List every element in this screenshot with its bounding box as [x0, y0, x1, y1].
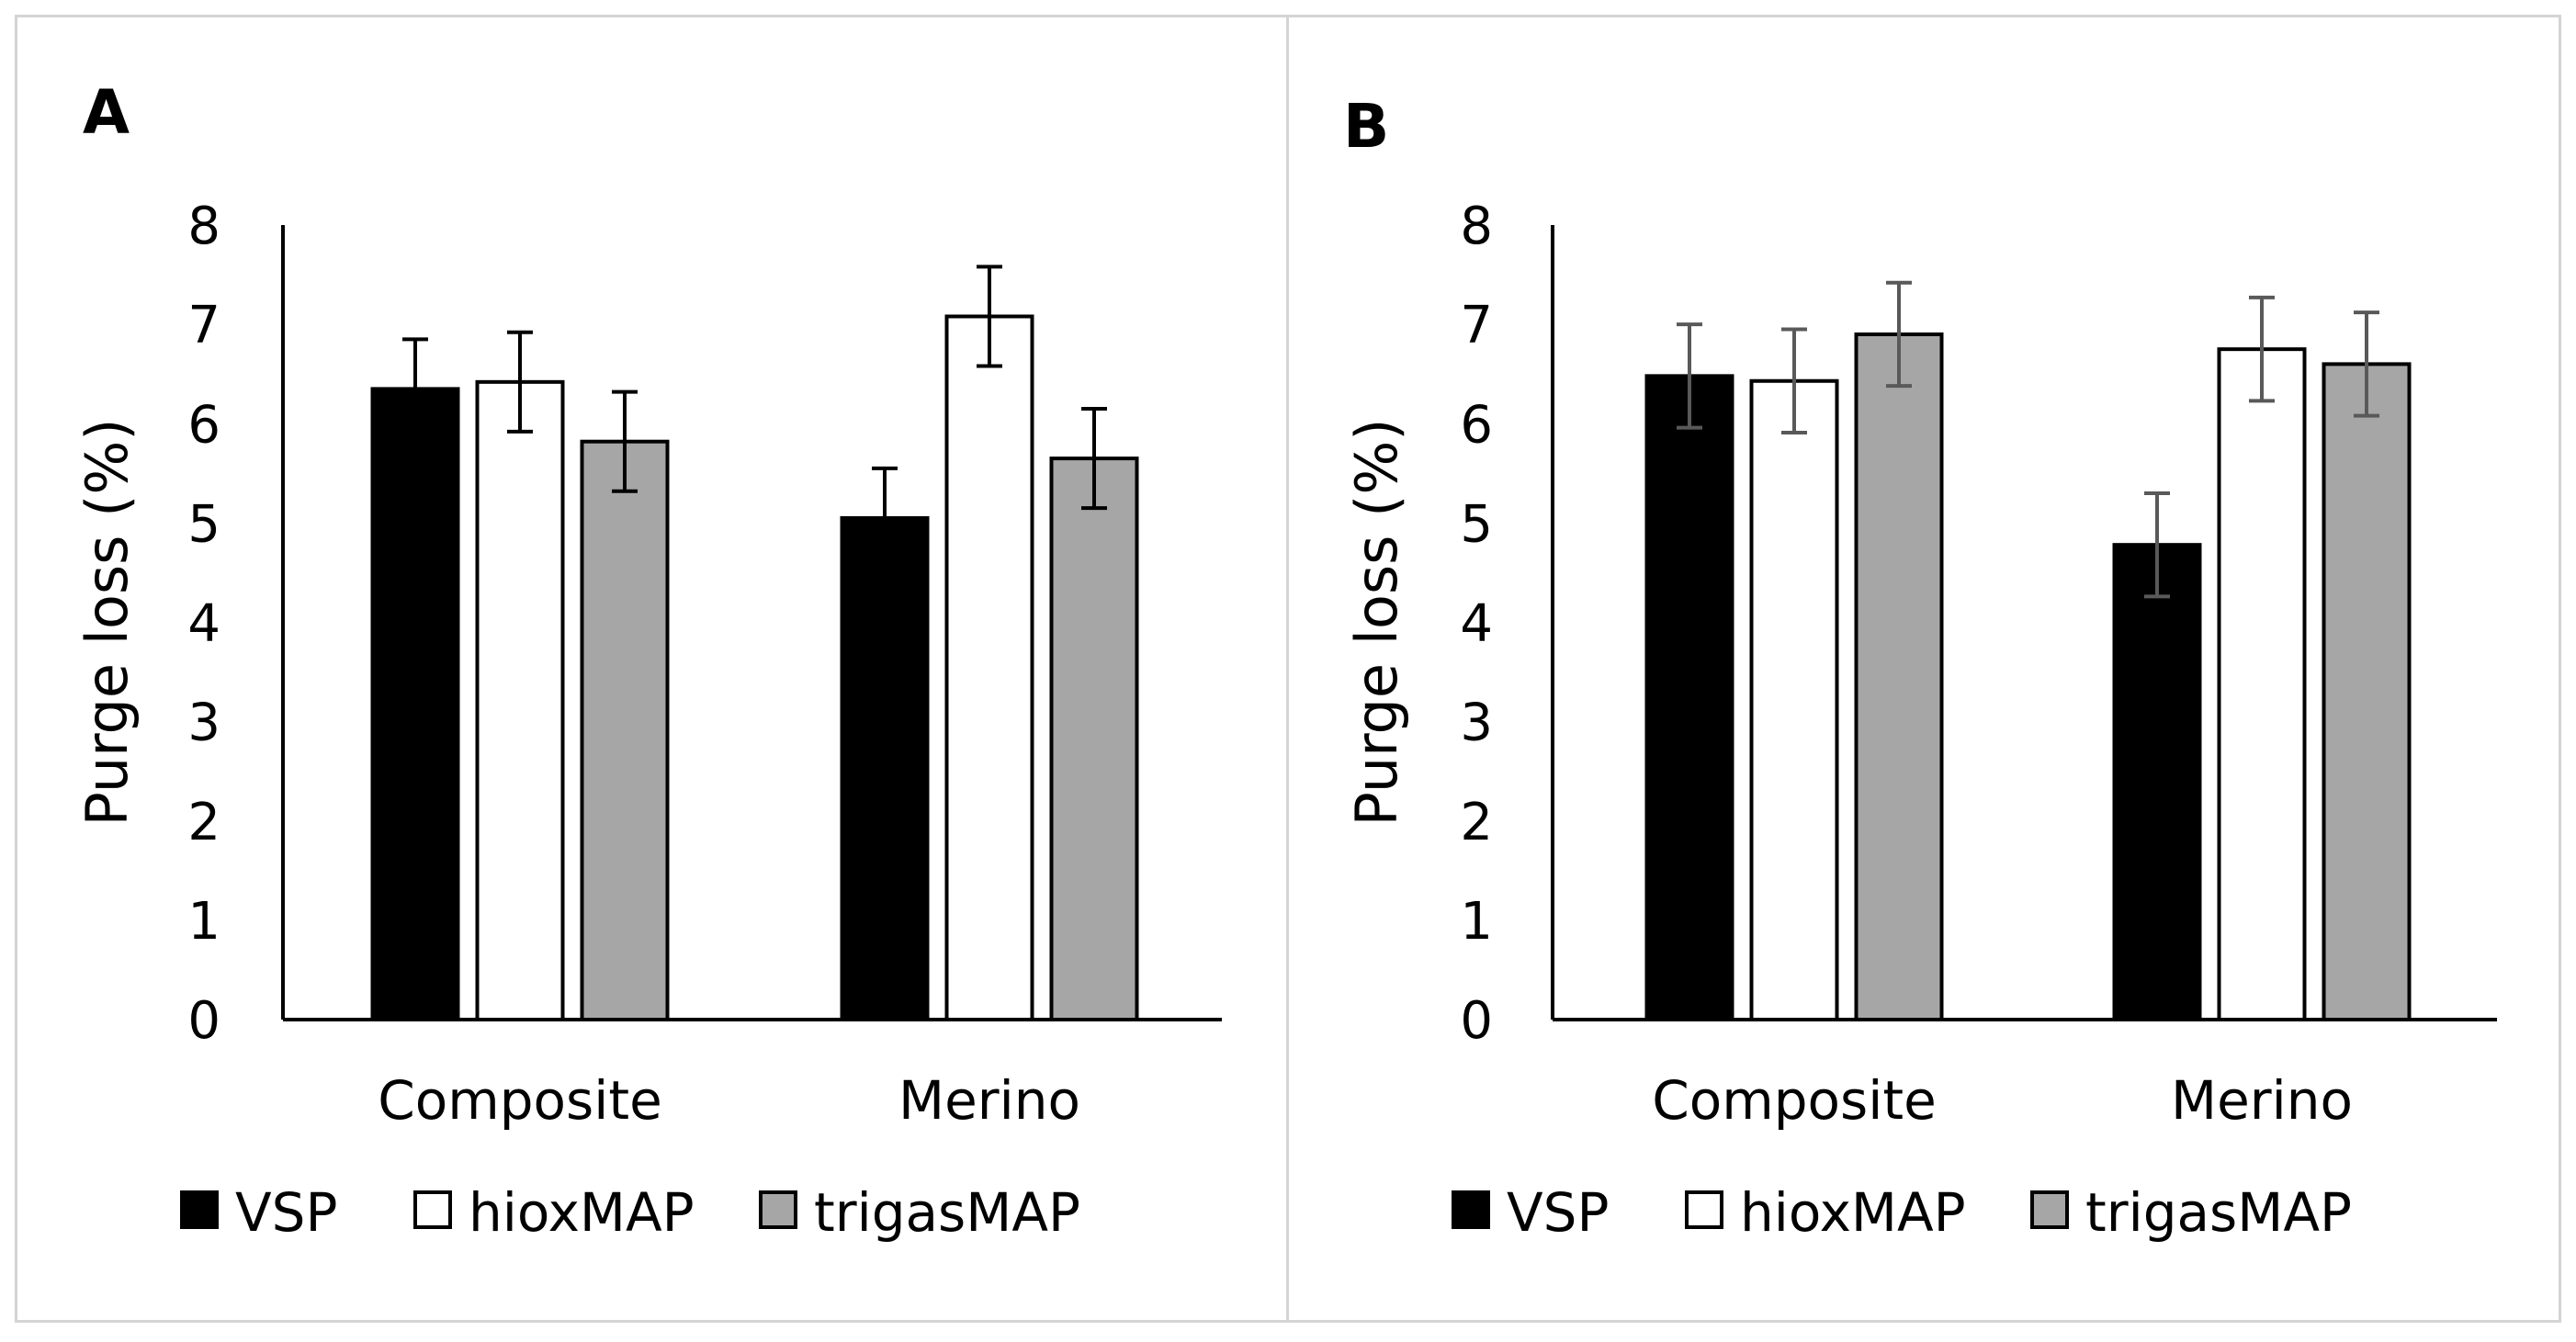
panel-b-bar-trigasmap-merino [2322, 362, 2412, 1021]
panel-b-bar-vsp-composite [1644, 374, 1734, 1022]
panel-a-y-tick-label: 8 [187, 197, 220, 256]
panel-a-y-tick-label: 5 [187, 494, 220, 554]
panel-b-y-tick-label: 3 [1460, 694, 1493, 753]
panel-a-y-tick-label: 3 [187, 694, 220, 753]
panel-a-legend-swatch-vsp [180, 1190, 219, 1229]
panel-b-y-tick-label: 8 [1460, 197, 1493, 256]
panel-a-y-tick-label: 6 [187, 395, 220, 455]
panel-a-y-tick-label: 2 [187, 793, 220, 852]
panel-b-y-tick-label: 7 [1460, 296, 1493, 355]
panel-b-category-label-merino: Merino [2171, 1069, 2353, 1132]
panel-a-bar-vsp-composite [370, 387, 460, 1021]
panel-b-legend-label-trigasmap: trigasMAP [2085, 1181, 2352, 1244]
panel-a-bar-vsp-merino [840, 515, 930, 1021]
panel-b-y-tick-label: 1 [1460, 892, 1493, 952]
panel-a-y-tick-label: 7 [187, 296, 220, 355]
panel-a-legend-label-hioxmap: hioxMAP [469, 1181, 695, 1244]
panel-b-category-label-composite: Composite [1652, 1069, 1937, 1132]
panel-a-legend-label-trigasmap: trigasMAP [814, 1181, 1080, 1244]
panel-a-bar-trigasmap-composite [580, 439, 670, 1021]
panel-a-bar-trigasmap-merino [1049, 457, 1139, 1021]
panel-b-letter: B [1343, 91, 1389, 162]
panel-a-category-label-composite: Composite [378, 1069, 662, 1132]
panel-b-legend-swatch-trigasmap [2030, 1190, 2069, 1229]
panel-a-y-tick-label: 1 [187, 892, 220, 952]
panel-b-legend-swatch-hioxmap [1685, 1190, 1723, 1229]
panel-b-bar-trigasmap-composite [1854, 332, 1944, 1021]
panel-a-letter: A [83, 77, 130, 148]
panel-b-y-tick-label: 2 [1460, 793, 1493, 852]
panel-b-legend-label-hioxmap: hioxMAP [1740, 1181, 1966, 1244]
panel-a-y-axis-label: Purge loss (%) [73, 419, 141, 827]
panel-b-y-tick-label: 6 [1460, 395, 1493, 455]
panel-b-bar-vsp-merino [2112, 543, 2202, 1021]
panel-a-category-label-merino: Merino [898, 1069, 1080, 1132]
panel-a-y-tick-label: 0 [187, 991, 220, 1051]
panel-b-y-axis-label: Purge loss (%) [1343, 419, 1410, 827]
panel-b-bar-hioxmap-merino [2217, 347, 2307, 1021]
panel-b-y-tick-label: 4 [1460, 594, 1493, 654]
panel-b-y-tick-label: 5 [1460, 494, 1493, 554]
panel-a-bar-hioxmap-composite [475, 379, 565, 1021]
panel-b-legend-label-vsp: VSP [1507, 1181, 1609, 1244]
panel-b-y-tick-label: 0 [1460, 991, 1493, 1051]
panel-a-y-tick-label: 4 [187, 594, 220, 654]
panel-a-legend-swatch-trigasmap [759, 1190, 797, 1229]
panel-a-legend-label-vsp: VSP [235, 1181, 337, 1244]
panel-b-legend-swatch-vsp [1452, 1190, 1490, 1229]
panel-a-bar-hioxmap-merino [944, 314, 1034, 1022]
panel-a-legend-swatch-hioxmap [413, 1190, 452, 1229]
panel-b-bar-hioxmap-composite [1749, 378, 1839, 1022]
